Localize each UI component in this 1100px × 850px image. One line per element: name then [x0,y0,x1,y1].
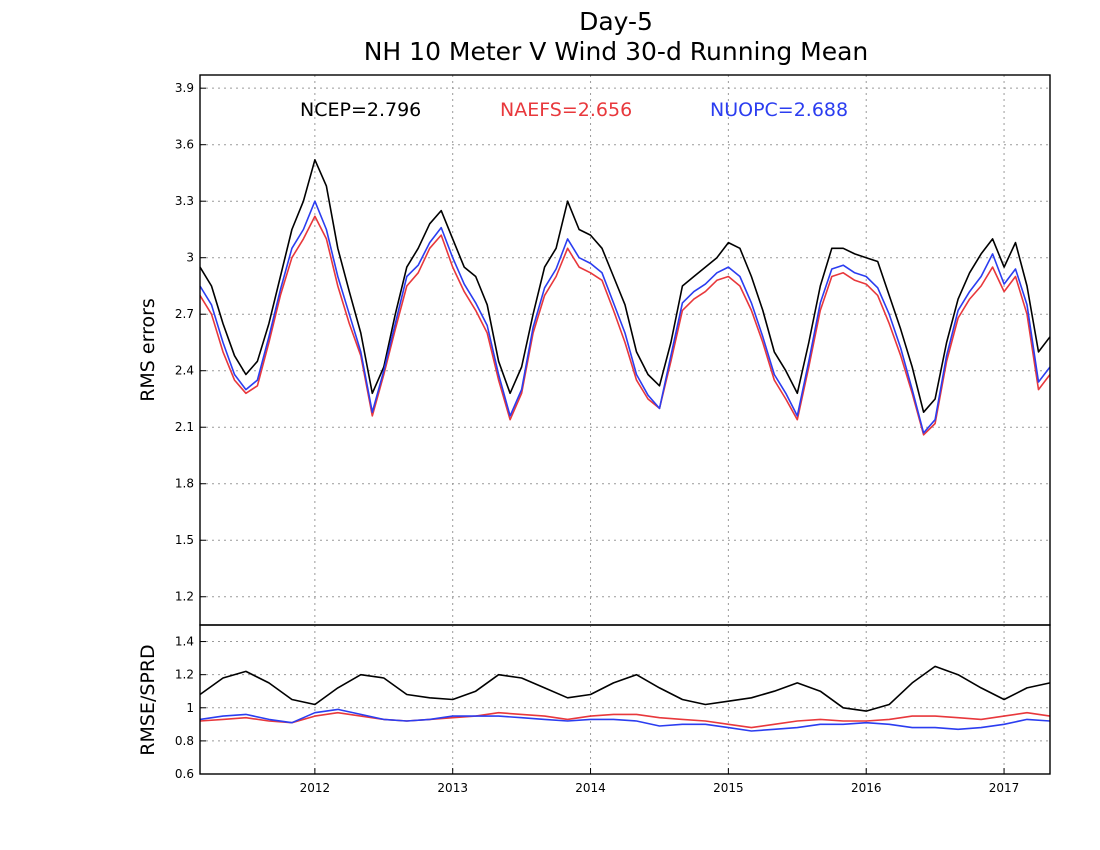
top-y-tick-label: 1.5 [175,533,194,547]
chart-subtitle: NH 10 Meter V Wind 30-d Running Mean [364,37,869,66]
legend-naefs: NAEFS=2.656 [500,99,632,121]
top-y-tick-label: 3.6 [175,138,194,152]
top-series-nuopc [199,200,1051,434]
top-y-tick-label: 2.4 [175,364,194,378]
top-y-ticks: 1.2 1.5 1.8 2.1 2.4 2.7 3 3.3 3.6 3.9 [175,81,206,604]
bottom-y-tick-label: 1.2 [175,668,194,682]
bottom-y-tick-label: 0.6 [175,767,194,781]
bottom-y-tick-label: 0.8 [175,734,194,748]
x-tick-label: 2014 [575,781,606,795]
x-ticks: 2012 2013 2014 2015 2016 2017 [300,768,1020,795]
top-y-axis-label: RMS errors [137,298,159,402]
bottom-y-axis-label: RMSE/SPRD [137,644,159,755]
bottom-series-nuopc [199,708,1051,732]
chart-title: Day-5 [579,7,653,36]
x-tick-label: 2012 [300,781,331,795]
bottom-panel-series [199,665,1051,732]
top-panel-series [199,159,1051,436]
bottom-panel-grid [200,625,1050,774]
top-series-naefs [199,215,1051,436]
top-y-tick-label: 2.7 [175,307,194,321]
top-y-tick-label: 1.2 [175,590,194,604]
bottom-series-naefs [199,711,1051,729]
top-y-tick-label: 1.8 [175,477,194,491]
top-series-ncep [199,159,1051,414]
legend: NCEP=2.796 NAEFS=2.656 NUOPC=2.688 [300,99,848,121]
top-y-tick-label: 3.9 [175,81,194,95]
x-tick-label: 2016 [851,781,882,795]
top-y-tick-label: 3.3 [175,194,194,208]
legend-nuopc: NUOPC=2.688 [710,99,848,121]
bottom-panel-frame [199,624,1051,775]
x-tick-label: 2015 [713,781,744,795]
x-tick-label: 2013 [437,781,468,795]
top-y-tick-label: 2.1 [175,420,194,434]
bottom-y-tick-label: 1 [186,701,194,715]
legend-ncep: NCEP=2.796 [300,99,421,121]
top-panel-grid [200,75,1050,625]
top-y-tick-label: 3 [186,251,194,265]
bottom-series-ncep [199,665,1051,712]
x-tick-label: 2017 [989,781,1020,795]
bottom-y-tick-label: 1.4 [175,635,194,649]
